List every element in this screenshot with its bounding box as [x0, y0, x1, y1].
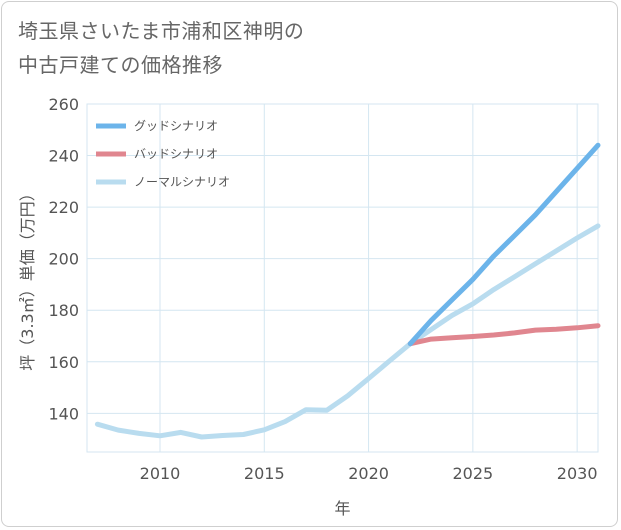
series-lines	[94, 142, 601, 440]
y-tick-labels: 140 160 180 200 220 240 260	[48, 95, 79, 423]
series-line-0	[407, 142, 601, 347]
grid-lines	[86, 103, 599, 453]
x-tick-label: 2010	[140, 464, 181, 483]
x-tick-label: 2030	[557, 464, 598, 483]
legend-label-0: グッドシナリオ	[134, 119, 218, 133]
x-tick-labels: 2010 2015 2020 2025 2030	[140, 464, 598, 483]
chart-title: 埼玉県さいたま市浦和区神明の 中古戸建ての価格推移	[18, 14, 578, 82]
series-line-2	[94, 223, 601, 440]
x-tick-label: 2025	[452, 464, 493, 483]
y-tick-label: 180	[48, 301, 79, 320]
series-line-1	[407, 323, 601, 347]
chart-title-line-1: 埼玉県さいたま市浦和区神明の	[18, 19, 305, 43]
y-tick-label: 160	[48, 353, 79, 372]
y-tick-label: 260	[48, 95, 79, 114]
chart-title-line-2: 中古戸建ての価格推移	[18, 53, 223, 77]
x-axis-title: 年	[334, 499, 350, 518]
x-tick-label: 2015	[244, 464, 285, 483]
y-tick-label: 240	[48, 147, 79, 166]
y-tick-label: 200	[48, 250, 79, 269]
y-axis-title: 坪（3.3㎡）単価（万円）	[18, 185, 37, 370]
legend-label-2: ノーマルシナリオ	[134, 175, 230, 189]
y-tick-label: 140	[48, 404, 79, 423]
y-tick-label: 220	[48, 198, 79, 217]
legend-label-1: バッドシナリオ	[134, 147, 218, 161]
x-tick-label: 2020	[348, 464, 389, 483]
